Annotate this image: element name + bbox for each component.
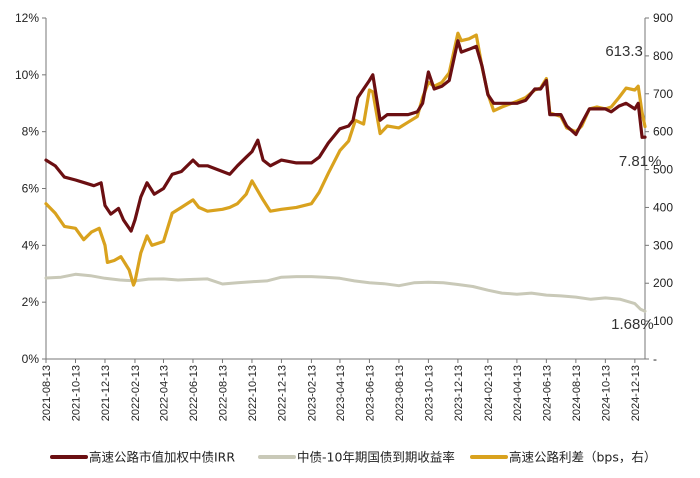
x-tick-label: 2024-06-13 [541, 365, 553, 421]
series-line-1 [44, 272, 647, 313]
y-right-tick-label: 700 [653, 87, 673, 101]
x-tick-label: 2023-12-13 [453, 365, 465, 421]
data-label-1: 7.81% [619, 153, 662, 170]
legend-label-2: 高速公路利差（bps，右） [509, 450, 656, 465]
y-left-tick-label: 8% [22, 125, 40, 139]
series-lines [44, 31, 647, 313]
x-tick-label: 2022-10-13 [247, 365, 259, 421]
series-line-0 [44, 39, 647, 233]
x-tick-label: 2023-08-13 [394, 365, 406, 421]
y-right-tick-label: 900 [653, 11, 673, 25]
data-label-2: 1.68% [611, 316, 654, 333]
x-tick-label: 2024-12-13 [630, 365, 642, 421]
x-tick-label: 2022-08-13 [217, 365, 229, 421]
data-label-0: 613.3 [605, 43, 643, 60]
x-tick-label: 2021-10-13 [70, 365, 82, 421]
y-left-tick-label: 10% [15, 68, 39, 82]
y-right-tick-label: 600 [653, 125, 673, 139]
x-tick-label: 2023-04-13 [335, 365, 347, 421]
x-tick-label: 2022-06-13 [188, 365, 200, 421]
y-left-tick-label: 12% [15, 11, 39, 25]
series-line-2 [44, 31, 647, 287]
y-left-tick-label: 6% [22, 182, 40, 196]
x-tick-label: 2021-08-13 [41, 365, 53, 421]
legend-label-1: 中债-10年期国债到期收益率 [297, 450, 455, 465]
y-right-tick-label: 400 [653, 200, 673, 214]
legend-label-0: 高速公路市值加权中债IRR [89, 450, 235, 465]
x-tick-label: 2024-08-13 [571, 365, 583, 421]
axes: 0% 2% 4% 6% 8% 10% 12% - 100 200 300 400 500 600 700 80… [15, 11, 673, 421]
y-right-tick-label: - [653, 352, 657, 366]
y-right-tick-label: 100 [653, 314, 673, 328]
x-tick-label: 2024-02-13 [483, 365, 495, 421]
x-tick-label: 2022-02-13 [130, 365, 142, 421]
y-left-tick-label: 4% [22, 238, 40, 252]
legend: 高速公路市值加权中债IRR 中债-10年期国债到期收益率 高速公路利差（bps，右） [50, 450, 656, 465]
x-tick-label: 2023-10-13 [423, 365, 435, 421]
x-tick-label: 2024-04-13 [512, 365, 524, 421]
x-tick-label: 2022-12-13 [276, 365, 288, 421]
y-left-tick-label: 2% [22, 295, 40, 309]
x-tick-label: 2021-12-13 [100, 365, 112, 421]
y-right-tick-label: 300 [653, 238, 673, 252]
x-tick-label: 2023-06-13 [364, 365, 376, 421]
y-left-tick-label: 0% [22, 352, 40, 366]
annotations: 613.3 7.81% 1.68% [605, 43, 661, 333]
x-tick-label: 2024-10-13 [600, 365, 612, 421]
y-right-tick-label: 500 [653, 163, 673, 177]
y-right-tick-label: 200 [653, 276, 673, 290]
x-tick-label: 2023-02-13 [306, 365, 318, 421]
x-tick-label: 2022-04-13 [158, 365, 170, 421]
y-right-tick-label: 800 [653, 49, 673, 63]
